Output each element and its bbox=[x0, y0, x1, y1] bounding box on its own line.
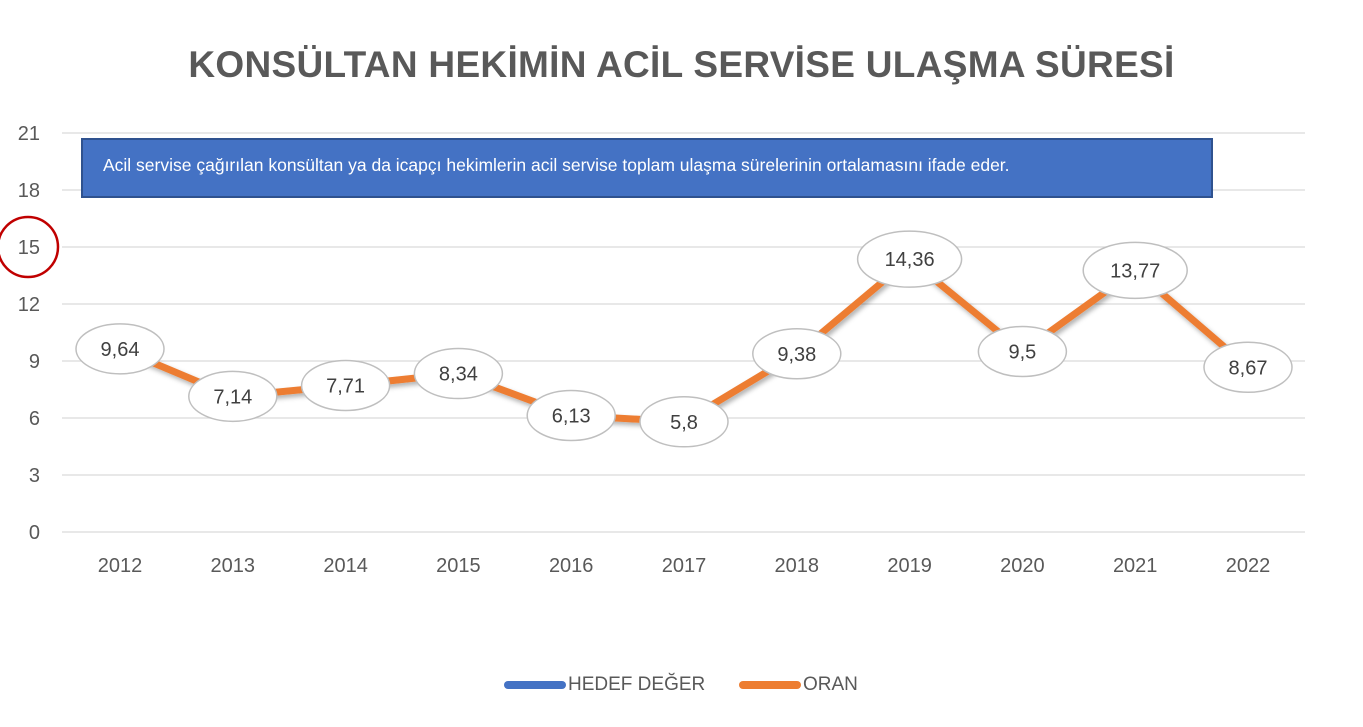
annotation-box: Acil servise çağırılan konsültan ya da i… bbox=[81, 138, 1213, 198]
x-tick-label: 2018 bbox=[775, 555, 820, 577]
data-label: 8,67 bbox=[1229, 357, 1268, 379]
x-tick-label: 2013 bbox=[211, 555, 256, 577]
legend-swatch-oran bbox=[739, 681, 801, 689]
legend: HEDEF DEĞER ORAN bbox=[0, 674, 1363, 698]
data-label-bubble bbox=[413, 347, 504, 400]
highlight-circle bbox=[0, 215, 60, 279]
data-label-bubble bbox=[75, 323, 165, 375]
data-label-bubble bbox=[300, 359, 391, 412]
y-tick-label: 0 bbox=[29, 522, 40, 544]
data-label-bubble bbox=[1203, 341, 1293, 394]
y-tick-label: 6 bbox=[29, 408, 40, 430]
data-label: 13,77 bbox=[1110, 260, 1160, 282]
data-label: 9,64 bbox=[101, 339, 140, 361]
data-label: 7,14 bbox=[213, 386, 252, 408]
data-label: 5,8 bbox=[670, 412, 698, 434]
x-tick-label: 2014 bbox=[323, 555, 368, 577]
data-label-bubble bbox=[526, 389, 616, 442]
data-label-bubble bbox=[856, 230, 963, 288]
x-tick-label: 2015 bbox=[436, 555, 481, 577]
x-tick-label: 2021 bbox=[1113, 555, 1158, 577]
legend-label-oran: ORAN bbox=[803, 674, 858, 695]
x-tick-label: 2016 bbox=[549, 555, 594, 577]
data-label: 7,71 bbox=[326, 376, 365, 398]
data-label-bubble bbox=[977, 325, 1068, 378]
x-tick-label: 2017 bbox=[662, 555, 707, 577]
data-label-bubble bbox=[752, 328, 842, 380]
x-tick-label: 2012 bbox=[98, 555, 143, 577]
y-tick-label: 15 bbox=[18, 237, 40, 259]
legend-label-hedef: HEDEF DEĞER bbox=[568, 674, 706, 695]
data-label: 9,38 bbox=[777, 344, 816, 366]
data-label: 14,36 bbox=[885, 249, 935, 271]
annotation-text: Acil servise çağırılan konsültan ya da i… bbox=[103, 155, 1010, 175]
legend-item-hedef: HEDEF DEĞER bbox=[504, 674, 705, 696]
data-label: 9,5 bbox=[1008, 342, 1036, 364]
data-label: 8,34 bbox=[439, 364, 478, 386]
x-tick-label: 2022 bbox=[1226, 555, 1271, 577]
y-tick-label: 9 bbox=[29, 351, 40, 373]
y-tick-label: 12 bbox=[18, 294, 40, 316]
x-tick-label: 2019 bbox=[887, 555, 932, 577]
data-label-bubble bbox=[1082, 241, 1188, 300]
data-label-bubble bbox=[639, 396, 729, 448]
x-tick-label: 2020 bbox=[1000, 555, 1045, 577]
data-label: 6,13 bbox=[552, 406, 591, 428]
legend-swatch-hedef bbox=[504, 681, 566, 689]
y-tick-label: 18 bbox=[18, 180, 40, 202]
legend-item-oran: ORAN bbox=[739, 674, 858, 696]
data-label-bubble bbox=[188, 370, 278, 423]
chart-title: KONSÜLTAN HEKİMİN ACİL SERVİSE ULAŞMA SÜ… bbox=[188, 44, 1175, 85]
y-tick-label: 21 bbox=[18, 123, 40, 145]
y-tick-label: 3 bbox=[29, 465, 40, 487]
